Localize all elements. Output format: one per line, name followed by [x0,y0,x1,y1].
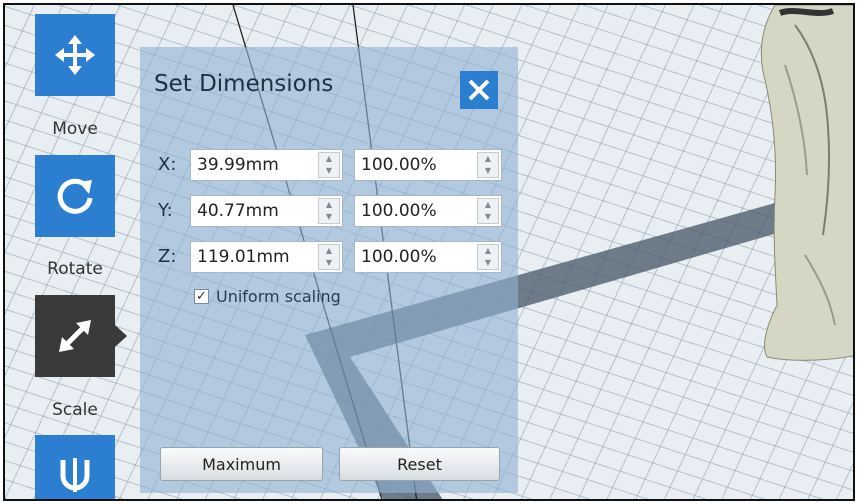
down-arrow-icon: ▼ [484,258,492,267]
up-arrow-icon: ▲ [325,154,333,163]
y-size-spinbox: ▲▼ [190,195,343,227]
rotate-label: Rotate [47,259,103,279]
up-arrow-icon: ▲ [325,200,333,209]
y-percent-stepper[interactable]: ▲ ▼ [477,198,499,224]
cut-button[interactable] [35,435,115,499]
uniform-scaling-option[interactable]: ✓ Uniform scaling [194,287,341,306]
move-arrows-icon [55,35,95,75]
scale-diagonal-arrow-icon [59,320,91,352]
scale-label: Scale [52,400,98,420]
down-arrow-icon: ▼ [325,212,333,221]
z-size-stepper[interactable]: ▲ ▼ [318,244,340,270]
up-arrow-icon: ▲ [484,246,492,255]
model-figure[interactable] [760,5,855,361]
up-arrow-icon: ▲ [325,246,333,255]
set-dimensions-dialog: Set Dimensions X: ▲▼ ▲▼ Y: ▲▼ [140,47,518,493]
x-percent-stepper[interactable]: ▲ ▼ [477,152,499,178]
axis-label-x: X: [158,154,177,175]
close-icon [468,79,490,101]
x-size-stepper[interactable]: ▲ ▼ [318,152,340,178]
move-button[interactable] [35,14,115,96]
z-size-spinbox: ▲▼ [190,241,343,273]
dimension-row-z: Z: ▲▼ ▲▼ [154,241,514,273]
up-arrow-icon: ▲ [484,200,492,209]
app-window: Move Rotate Scale Set Dimensions [3,3,855,501]
z-percent-input[interactable] [355,242,478,272]
x-percent-input[interactable] [355,150,478,180]
down-arrow-icon: ▼ [325,166,333,175]
tool-sidebar: Move Rotate Scale [5,5,135,499]
uniform-scaling-label: Uniform scaling [216,287,341,306]
dimension-row-y: Y: ▲▼ ▲▼ [154,195,514,227]
dialog-title: Set Dimensions [154,71,334,97]
axis-label-z: Z: [158,246,177,267]
maximum-button[interactable]: Maximum [160,447,323,481]
checkmark-icon: ✓ [196,289,207,304]
z-percent-stepper[interactable]: ▲ ▼ [477,244,499,270]
x-size-input[interactable] [191,150,319,180]
y-percent-spinbox: ▲▼ [354,195,502,227]
rotate-icon [57,178,93,214]
move-label: Move [52,119,98,139]
axis-label-y: Y: [158,200,173,221]
down-arrow-icon: ▼ [325,258,333,267]
down-arrow-icon: ▼ [484,212,492,221]
x-percent-spinbox: ▲▼ [354,149,502,181]
y-percent-input[interactable] [355,196,478,226]
cut-icon [60,458,90,492]
y-size-stepper[interactable]: ▲ ▼ [318,198,340,224]
close-button[interactable] [460,71,498,109]
up-arrow-icon: ▲ [484,154,492,163]
rotate-button[interactable] [35,155,115,237]
down-arrow-icon: ▼ [484,166,492,175]
x-size-spinbox: ▲▼ [190,149,343,181]
scale-button[interactable] [35,295,127,377]
z-percent-spinbox: ▲▼ [354,241,502,273]
reset-button[interactable]: Reset [339,447,500,481]
z-size-input[interactable] [191,242,319,272]
dimension-row-x: X: ▲▼ ▲▼ [154,149,514,181]
uniform-scaling-checkbox[interactable]: ✓ [194,289,209,304]
y-size-input[interactable] [191,196,319,226]
